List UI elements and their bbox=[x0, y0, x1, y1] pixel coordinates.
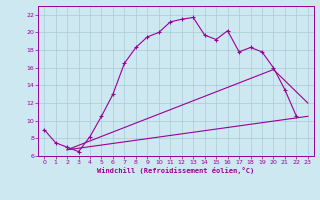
X-axis label: Windchill (Refroidissement éolien,°C): Windchill (Refroidissement éolien,°C) bbox=[97, 167, 255, 174]
